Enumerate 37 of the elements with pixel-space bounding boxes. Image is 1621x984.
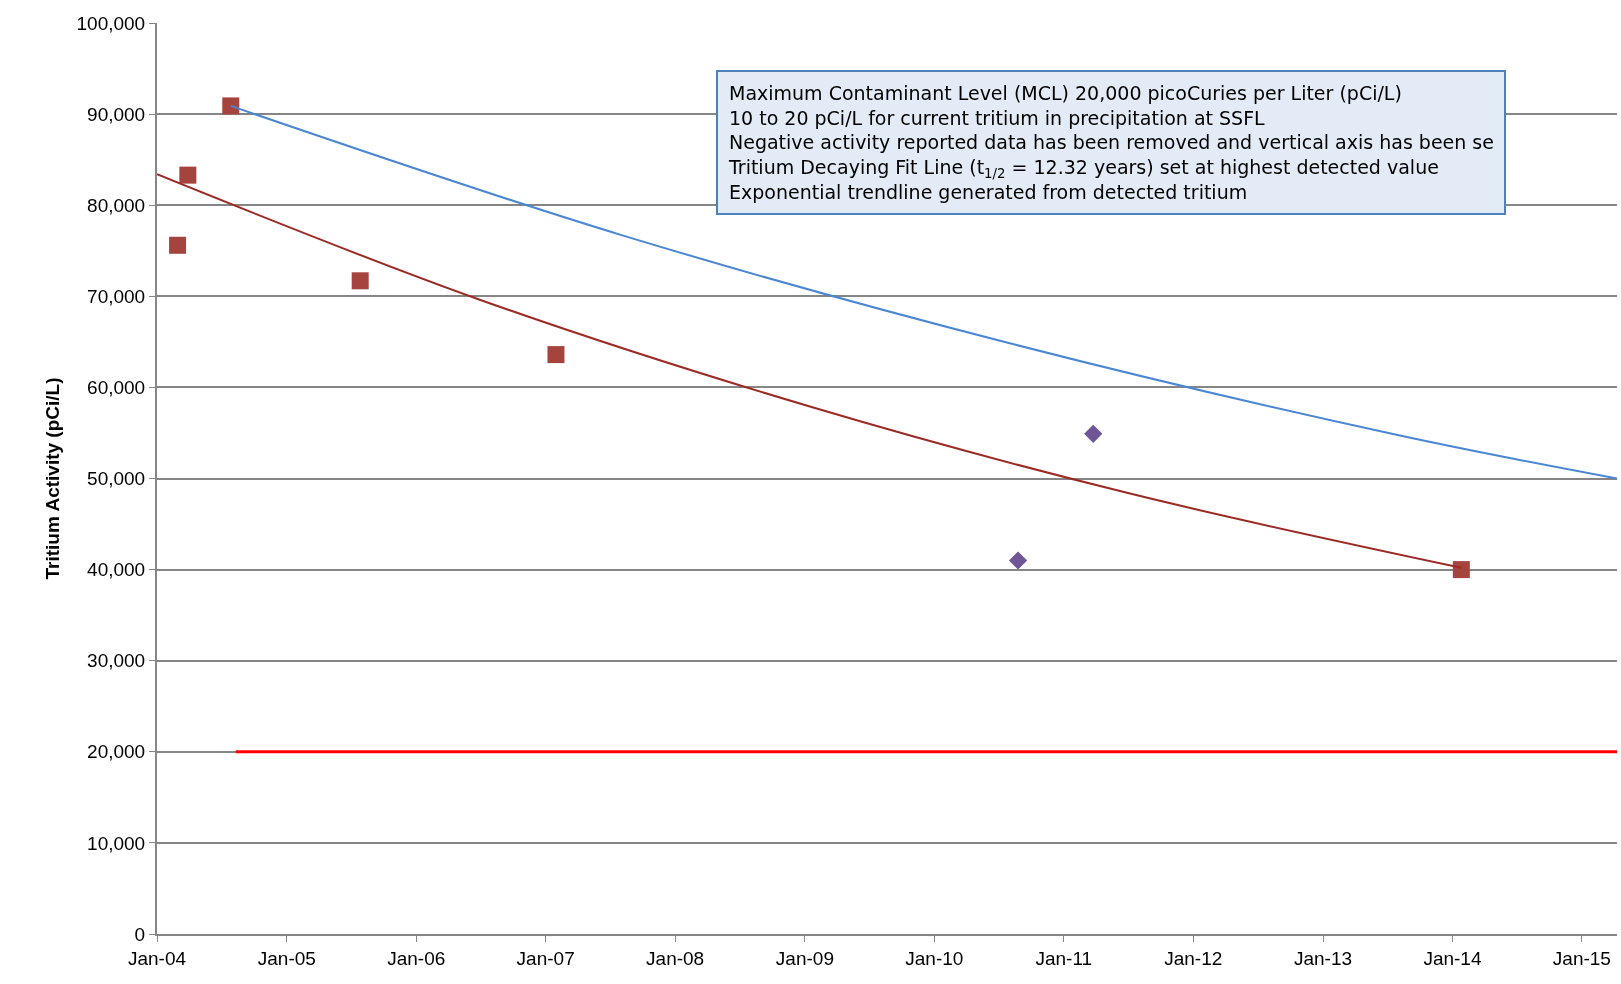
x-tick-label: Jan-04 (127, 947, 187, 969)
x-tick-label: Jan-15 (1552, 947, 1611, 969)
x-tick-label: Jan-08 (646, 947, 705, 969)
point (1452, 561, 1470, 579)
annotation: Exponential trendline generated from detected tritium (729, 180, 1248, 203)
annotation: Tritium Decaying Fit Line (t$_{1/2}$ = 12.32 years) set at highest detected value (728, 156, 1439, 182)
y-tick-label: 90,000 (87, 103, 146, 125)
x-tick-label: Jan-09 (775, 947, 834, 969)
y-tick-label: 70,000 (87, 285, 146, 307)
point (179, 166, 197, 184)
x-tick-label: Jan-11 (1035, 947, 1093, 969)
x-tick-label: Jan-07 (516, 947, 575, 969)
x-tick-label: Jan-06 (387, 947, 446, 969)
point (1008, 551, 1028, 570)
point (169, 236, 187, 254)
y-tick-label: 0 (134, 923, 146, 945)
y-tick-label: 100,000 (76, 12, 146, 34)
point (547, 346, 565, 364)
y-tick-label: 50,000 (87, 468, 146, 490)
y-tick-label: 10,000 (87, 832, 146, 854)
point (351, 272, 369, 290)
x-tick-label: Jan-14 (1423, 947, 1482, 969)
x-tick-label: Jan-12 (1164, 947, 1223, 969)
y-tick-label: 40,000 (87, 559, 146, 581)
x-tick-label: Jan-10 (905, 947, 964, 969)
y-tick-label: 80,000 (87, 194, 146, 216)
annotation: Negative activity reported data has been removed and vertical axis has been se (729, 131, 1494, 154)
x-tick-label: Jan-13 (1293, 947, 1353, 969)
annotation: Maximum Contaminant Level (MCL) 20,000 picoCuries per Liter (pCi/L) (729, 82, 1402, 104)
y-tick-label: 20,000 (87, 741, 146, 763)
y-tick-label: 60,000 (87, 377, 146, 399)
y-tick-label: 30,000 (87, 650, 146, 672)
y-axis-title: Tritium Activity (pCi/L) (41, 377, 63, 580)
point (222, 97, 240, 115)
x-tick-label: Jan-05 (257, 947, 316, 969)
point (1084, 424, 1103, 443)
annotation: 10 to 20 pCi/L for current tritium in precipitation at SSFL (729, 106, 1266, 129)
